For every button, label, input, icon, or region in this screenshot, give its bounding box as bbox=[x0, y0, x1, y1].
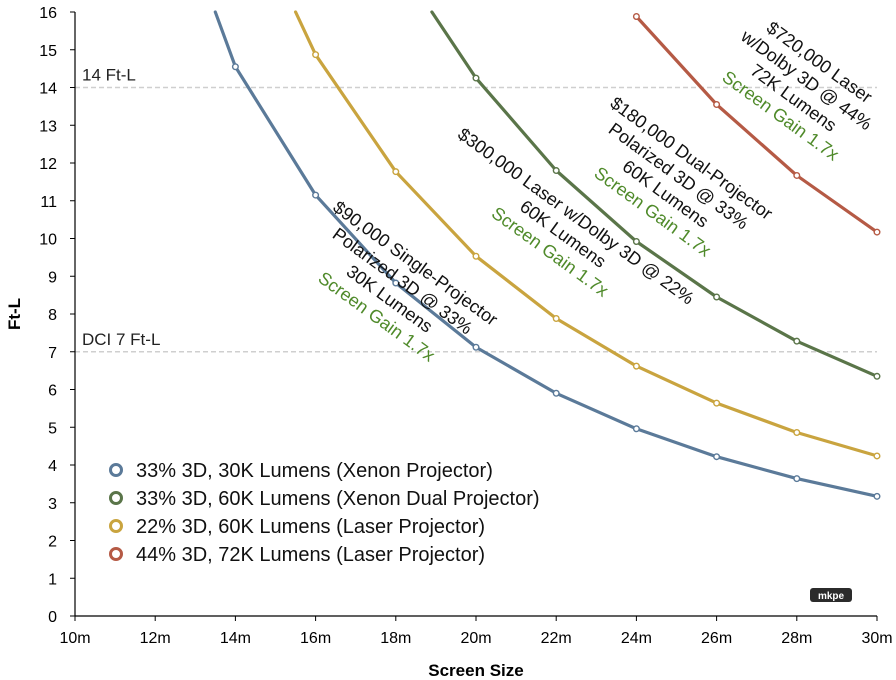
y-tick-label: 12 bbox=[39, 156, 57, 173]
legend-label: 44% 3D, 72K Lumens (Laser Projector) bbox=[136, 544, 485, 566]
legend-label: 33% 3D, 60K Lumens (Xenon Dual Projector… bbox=[136, 488, 540, 510]
legend-entry: 44% 3D, 72K Lumens (Laser Projector) bbox=[109, 544, 485, 566]
y-tick-label: 13 bbox=[39, 118, 57, 135]
y-tick-label: 6 bbox=[48, 383, 57, 400]
data-point bbox=[713, 100, 721, 108]
data-point bbox=[312, 191, 320, 199]
series-line bbox=[634, 14, 879, 234]
series-line bbox=[213, 10, 879, 498]
data-point bbox=[793, 337, 801, 345]
data-point bbox=[632, 425, 640, 433]
x-axis-title: Screen Size bbox=[428, 661, 523, 680]
reference-lines: 14 Ft-L DCI 7 Ft-L bbox=[75, 66, 877, 353]
series-3 bbox=[294, 10, 881, 460]
data-point bbox=[793, 429, 801, 437]
data-point bbox=[392, 168, 400, 176]
data-point bbox=[552, 167, 560, 175]
x-tick-label: 26m bbox=[701, 630, 732, 647]
data-point bbox=[472, 74, 480, 82]
y-tick-label: 16 bbox=[39, 5, 57, 22]
data-point bbox=[472, 252, 480, 260]
y-axis-title: Ft-L bbox=[5, 298, 24, 330]
reference-line-label: DCI 7 Ft-L bbox=[82, 330, 160, 349]
y-tick-label: 0 bbox=[48, 609, 57, 626]
y-tick-label: 10 bbox=[39, 232, 57, 249]
data-point bbox=[713, 399, 721, 407]
legend-label: 22% 3D, 60K Lumens (Laser Projector) bbox=[136, 516, 485, 538]
legend-marker bbox=[109, 491, 123, 505]
data-point bbox=[392, 279, 400, 287]
y-tick-label: 5 bbox=[48, 420, 57, 437]
y-tick-label: 14 bbox=[39, 81, 57, 98]
y-tick-label: 8 bbox=[48, 307, 57, 324]
watermark: mkpe bbox=[810, 588, 852, 602]
data-point bbox=[632, 13, 640, 21]
data-point bbox=[231, 63, 239, 71]
legend-marker bbox=[109, 547, 123, 561]
legend-label: 33% 3D, 30K Lumens (Xenon Projector) bbox=[136, 460, 493, 482]
data-point bbox=[713, 453, 721, 461]
legend: 33% 3D, 30K Lumens (Xenon Projector) 33% … bbox=[109, 460, 540, 566]
data-point bbox=[632, 362, 640, 370]
x-tick-label: 22m bbox=[541, 630, 572, 647]
x-tick-label: 16m bbox=[300, 630, 331, 647]
data-point bbox=[552, 389, 560, 397]
data-point bbox=[873, 452, 881, 460]
x-tick-label: 14m bbox=[220, 630, 251, 647]
data-point bbox=[713, 293, 721, 301]
y-tick-label: 1 bbox=[48, 571, 57, 588]
data-point bbox=[552, 315, 560, 323]
x-tick-label: 12m bbox=[140, 630, 171, 647]
legend-marker bbox=[109, 519, 123, 533]
y-tick-label: 4 bbox=[48, 458, 57, 475]
data-point bbox=[873, 492, 881, 500]
x-tick-label: 10m bbox=[59, 630, 90, 647]
legend-marker bbox=[109, 463, 123, 477]
watermark-text: mkpe bbox=[818, 591, 845, 602]
data-point bbox=[312, 51, 320, 59]
legend-entry: 33% 3D, 30K Lumens (Xenon Projector) bbox=[109, 460, 493, 482]
y-tick-label: 2 bbox=[48, 534, 57, 551]
series bbox=[213, 10, 881, 500]
series-2 bbox=[430, 10, 881, 380]
legend-entry: 22% 3D, 60K Lumens (Laser Projector) bbox=[109, 516, 485, 538]
x-tick-label: 28m bbox=[781, 630, 812, 647]
data-point bbox=[793, 171, 801, 179]
data-point bbox=[793, 475, 801, 483]
y-tick-label: 7 bbox=[48, 345, 57, 362]
x-tick-label: 24m bbox=[621, 630, 652, 647]
y-tick-label: 3 bbox=[48, 496, 57, 513]
x-tick-label: 20m bbox=[460, 630, 491, 647]
y-tick-label: 15 bbox=[39, 43, 57, 60]
data-point bbox=[873, 228, 881, 236]
x-tick-label: 18m bbox=[380, 630, 411, 647]
legend-entry: 33% 3D, 60K Lumens (Xenon Dual Projector… bbox=[109, 488, 540, 510]
data-point bbox=[472, 343, 480, 351]
reference-line-label: 14 Ft-L bbox=[82, 66, 136, 85]
x-tick-label: 30m bbox=[861, 630, 892, 647]
data-point bbox=[873, 372, 881, 380]
y-tick-label: 11 bbox=[40, 194, 57, 211]
data-point bbox=[632, 238, 640, 246]
series-4 bbox=[632, 13, 881, 236]
series-1 bbox=[213, 10, 881, 500]
y-tick-label: 9 bbox=[48, 269, 57, 286]
